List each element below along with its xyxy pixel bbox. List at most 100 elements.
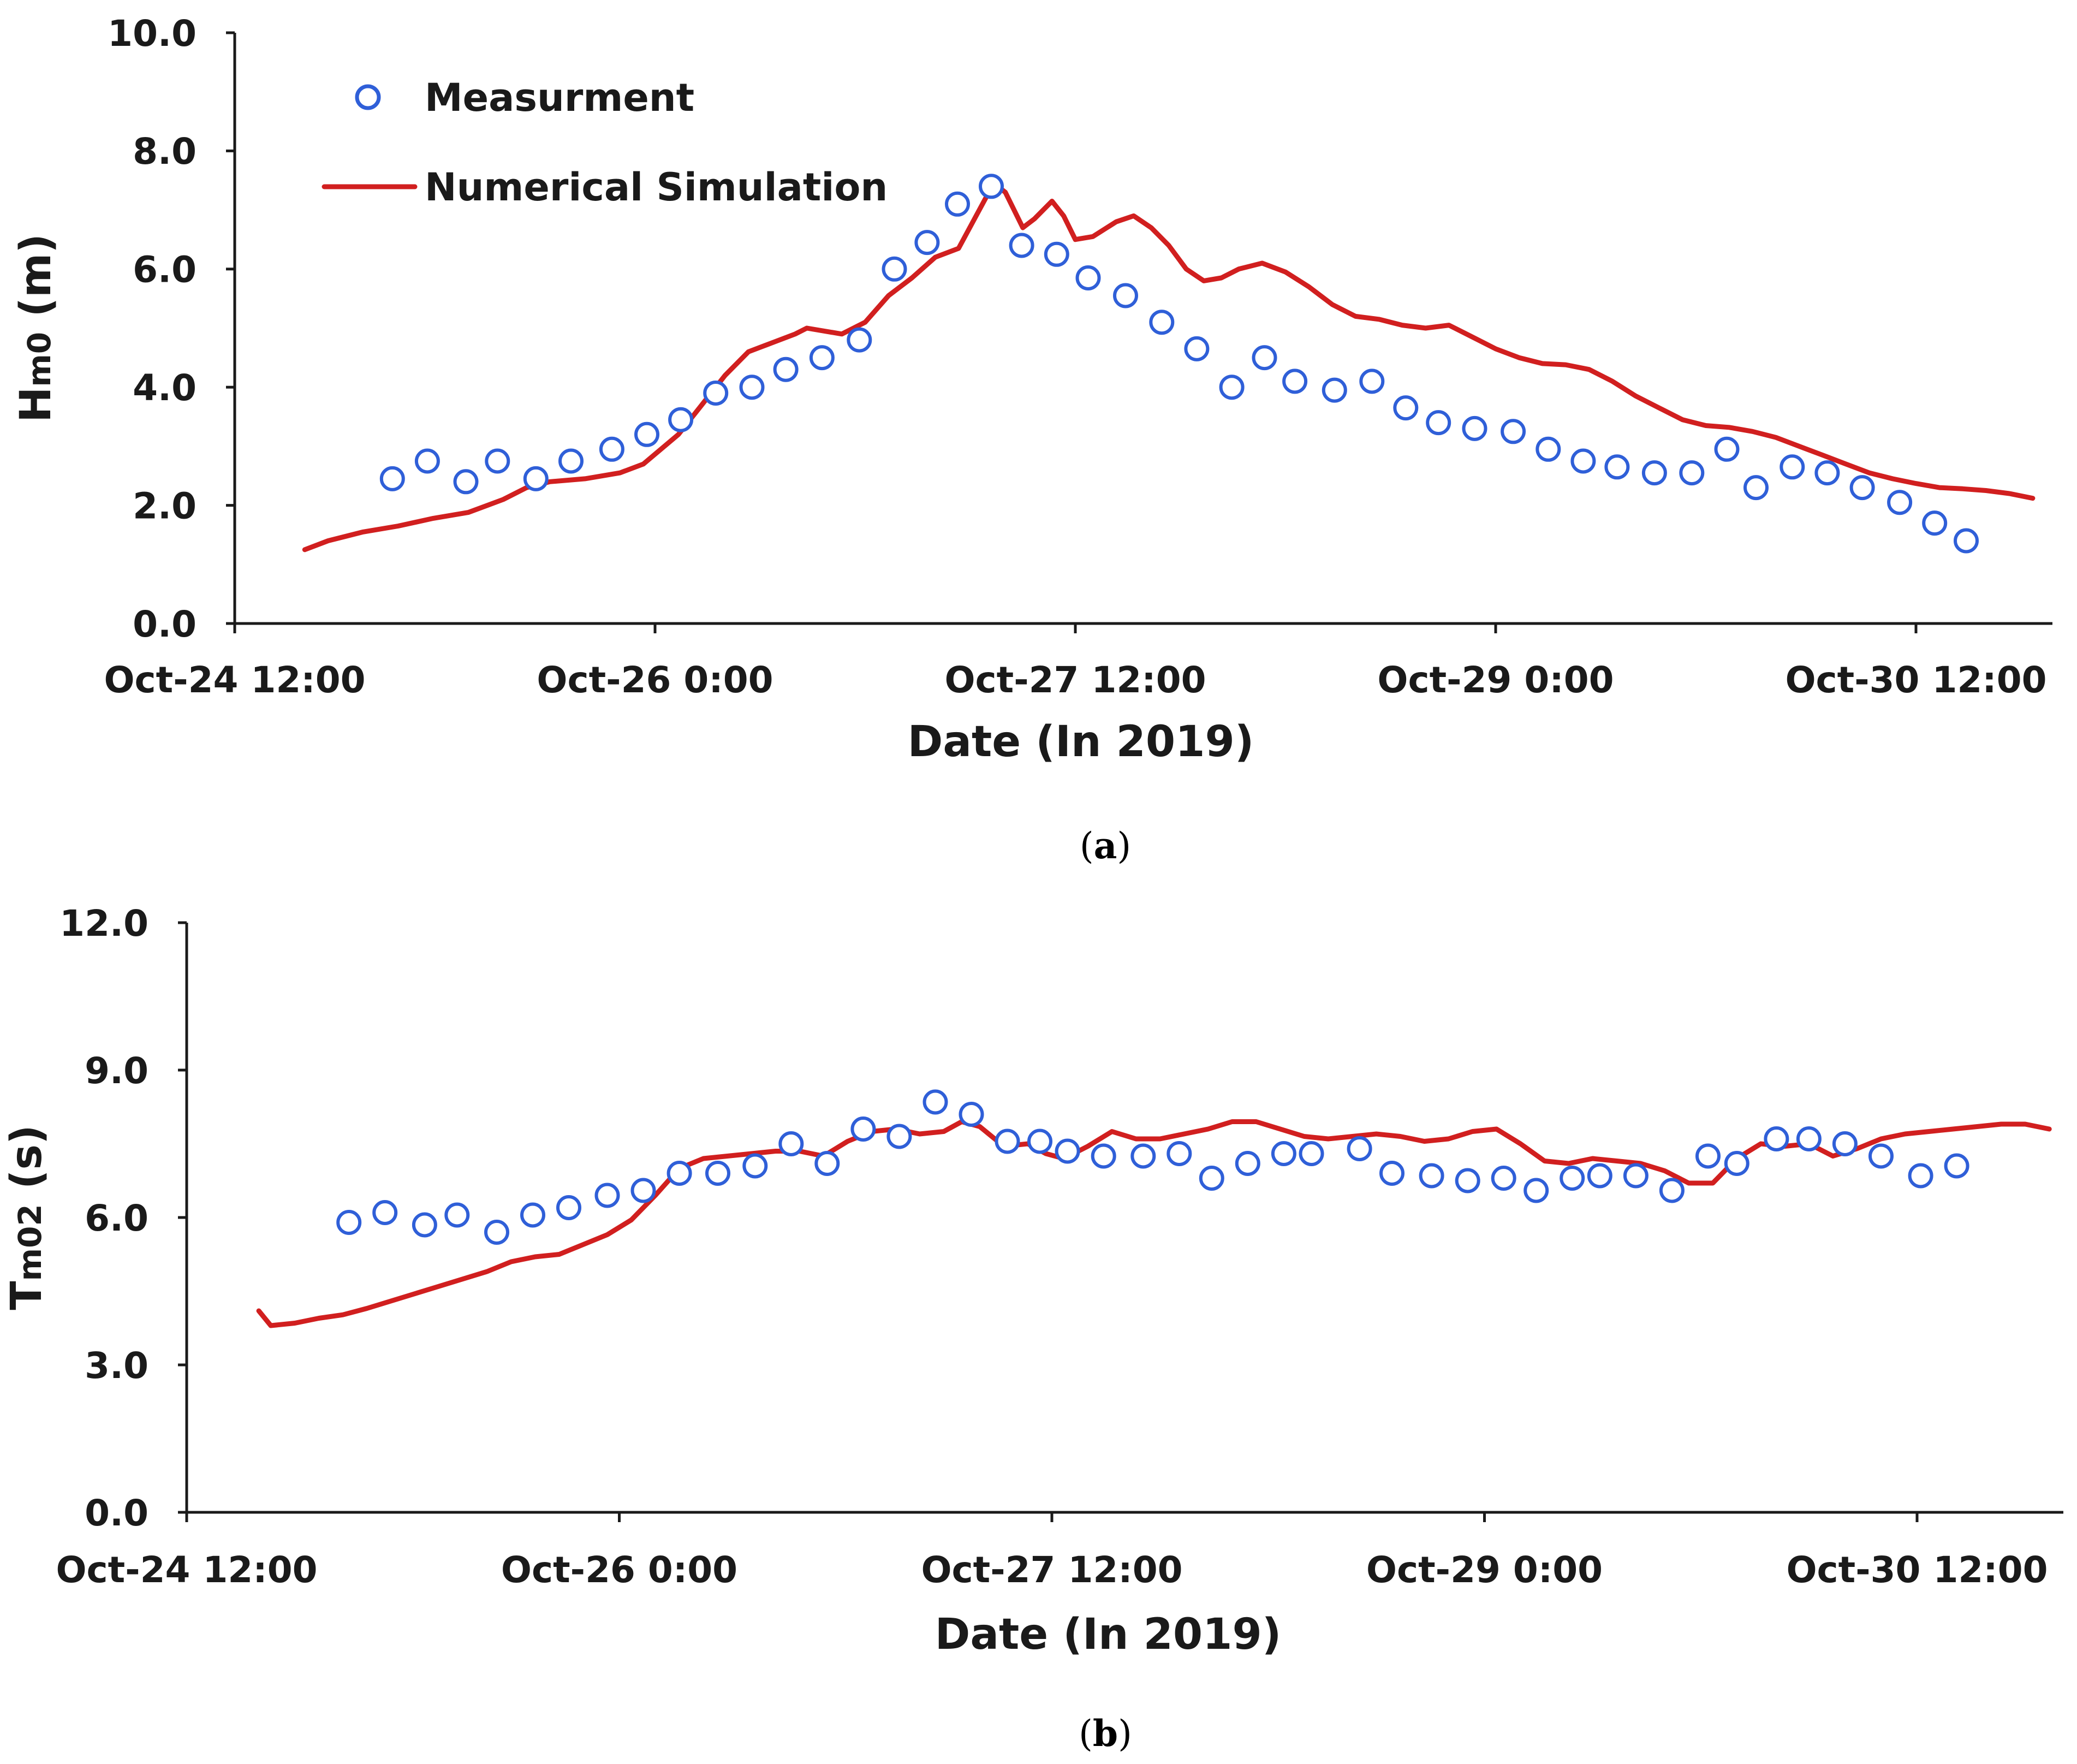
x-tick-label: Oct-30 12:00 <box>1785 659 2046 701</box>
y-ticks: 0.0 2.0 4.0 6.0 8.0 10.0 <box>108 13 235 645</box>
measurement-point <box>1908 1163 1933 1189</box>
simulation-series-line <box>302 181 2036 553</box>
measurement-point <box>995 1129 1020 1154</box>
measurement-point <box>1455 1168 1480 1193</box>
measurement-point <box>1347 1136 1372 1161</box>
measurement-point <box>1322 377 1347 403</box>
x-tick-label: Oct-29 0:00 <box>1366 1549 1603 1591</box>
measurement-point <box>1764 1126 1789 1151</box>
measurement-point <box>1922 510 1948 536</box>
measurement-point <box>556 1195 581 1220</box>
measurement-point <box>1796 1126 1822 1151</box>
y-tick-label: 2.0 <box>133 485 197 527</box>
measurement-point <box>1724 1151 1749 1176</box>
measurement-point <box>914 230 940 256</box>
measurement-point <box>630 1178 656 1203</box>
axes <box>233 33 2052 625</box>
measurement-point <box>594 1183 620 1208</box>
measurement-point <box>886 1124 912 1149</box>
y-axis-title-unit: (s) <box>2 1125 51 1204</box>
y-axis-title-main: H <box>11 387 61 423</box>
x-tick-label: Oct-26 0:00 <box>537 659 773 701</box>
measurement-point <box>959 1102 984 1127</box>
measurement-point <box>1560 1166 1585 1191</box>
x-tick-label: Oct-26 0:00 <box>501 1549 737 1591</box>
panel-b-caption: (b) <box>1079 1712 1132 1755</box>
measurement-point <box>666 1161 692 1186</box>
measurement-point <box>444 1202 470 1228</box>
measurement-point <box>558 448 584 474</box>
measurement-point <box>809 345 835 371</box>
measurement-point <box>1167 1141 1192 1166</box>
legend-measurement-marker <box>355 84 381 110</box>
measurement-point <box>1491 1166 1516 1191</box>
measurement-point <box>1055 1138 1080 1164</box>
x-axis-title: Date (In 2019) <box>935 1610 1282 1659</box>
x-tick-label: Oct-30 12:00 <box>1786 1549 2048 1591</box>
y-ticks: 0.0 3.0 6.0 9.0 12.0 <box>59 902 187 1534</box>
measurement-point <box>453 469 479 495</box>
measurement-point <box>379 466 405 491</box>
measurement-point <box>1849 475 1875 501</box>
measurement-point <box>739 375 765 400</box>
measurement-point <box>1536 436 1561 462</box>
measurement-point <box>1659 1178 1685 1203</box>
measurement-point <box>778 1131 804 1156</box>
measurement-point <box>485 448 510 474</box>
measurement-point <box>847 327 872 353</box>
measurement-series-points <box>336 1089 1969 1245</box>
measurement-point <box>1299 1141 1324 1166</box>
measurement-series-points <box>379 174 1979 554</box>
measurement-point <box>1149 310 1175 335</box>
measurement-point <box>520 1202 545 1228</box>
x-tick-label: Oct-27 12:00 <box>944 659 1206 701</box>
simulation-line <box>302 181 2036 553</box>
y-tick-label: 6.0 <box>85 1197 148 1239</box>
measurement-point <box>1587 1163 1612 1189</box>
y-axis-title-main: T <box>2 1281 51 1310</box>
measurement-point <box>1887 490 1913 515</box>
y-axis-title-unit: (m) <box>11 234 61 332</box>
measurement-point <box>945 191 970 217</box>
measurement-point <box>1462 415 1487 441</box>
y-axis-title: Hm0 (m) <box>11 234 61 423</box>
measurement-point <box>484 1220 509 1245</box>
measurement-point <box>703 381 729 406</box>
measurement-point <box>1604 454 1630 480</box>
measurement-point <box>1714 436 1740 462</box>
measurement-point <box>923 1089 948 1115</box>
measurement-point <box>1679 460 1705 486</box>
measurement-point <box>1426 410 1451 436</box>
panel-a-caption: (a) <box>1080 824 1131 867</box>
measurement-point <box>1199 1166 1224 1191</box>
measurement-point <box>1009 233 1034 258</box>
measurement-point <box>336 1210 362 1235</box>
panel-b-tm02-chart: 0.0 3.0 6.0 9.0 12.0 Oct-24 12:00 Oct-26 0:00… <box>2 902 2063 1755</box>
y-tick-label: 4.0 <box>133 367 197 409</box>
measurement-point <box>1219 375 1245 400</box>
measurement-point <box>1954 528 1979 554</box>
measurement-point <box>1501 419 1526 444</box>
measurement-point <box>1091 1143 1116 1169</box>
simulation-line <box>256 1119 2052 1328</box>
measurement-point <box>1780 454 1805 480</box>
panel-b-caption-letter: b <box>1093 1712 1118 1755</box>
measurement-point <box>1359 369 1385 394</box>
measurement-point <box>882 256 907 282</box>
measurement-point <box>1393 395 1419 421</box>
measurement-point <box>1814 460 1840 486</box>
x-tick-label: Oct-24 12:00 <box>104 659 365 701</box>
measurement-point <box>742 1153 768 1179</box>
measurement-point <box>1695 1143 1721 1169</box>
measurement-point <box>1184 336 1210 361</box>
y-axis-title: Tm02 (s) <box>2 1125 51 1310</box>
measurement-point <box>668 407 694 432</box>
measurement-point <box>850 1116 876 1142</box>
y-tick-label: 6.0 <box>133 249 197 291</box>
measurement-point <box>979 174 1004 199</box>
measurement-point <box>1623 1163 1648 1189</box>
measurement-point <box>372 1200 398 1225</box>
measurement-point <box>1641 460 1667 486</box>
measurement-point <box>412 1212 437 1238</box>
